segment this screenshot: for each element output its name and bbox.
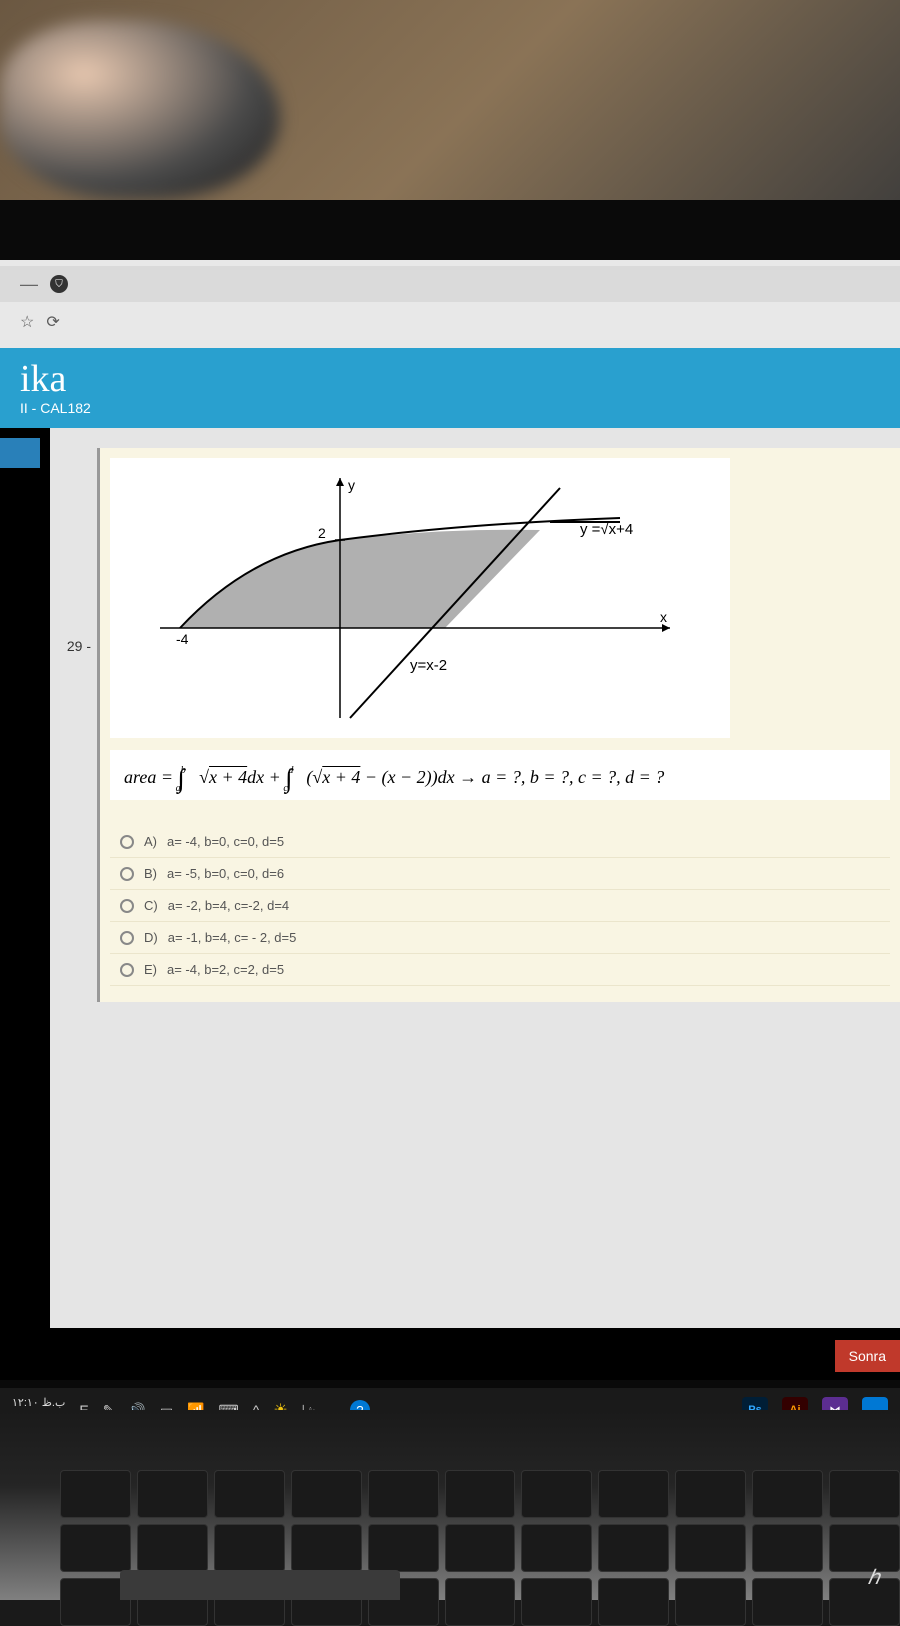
radio-icon[interactable] <box>120 963 134 977</box>
question-number: 29 - <box>50 448 100 1002</box>
option-text: a= -5, b=0, c=0, d=6 <box>167 866 284 881</box>
y-axis-label: y <box>348 477 355 493</box>
radio-icon[interactable] <box>120 835 134 849</box>
course-subtitle: II - CAL182 <box>20 400 880 416</box>
option-c[interactable]: C) a= -2, b=4, c=-2, d=4 <box>110 890 890 922</box>
laptop-brand: ℎ <box>867 1565 880 1590</box>
radio-icon[interactable] <box>120 931 134 945</box>
option-key: D) <box>144 930 158 945</box>
option-key: B) <box>144 866 157 881</box>
question-graph: y x 2 -4 y =√x+4 y=x-2 <box>110 458 730 738</box>
site-logo: ika <box>20 360 880 398</box>
bookmark-star-icon[interactable]: ☆ <box>20 312 34 332</box>
main-content: 29 - <box>50 428 900 1328</box>
option-d[interactable]: D) a= -1, b=4, c= - 2, d=5 <box>110 922 890 954</box>
laptop-keyboard: ℎ <box>0 1410 900 1600</box>
address-bar-row: ☆ ⟳ <box>0 302 900 342</box>
time-text: ب.ظ ۱۲:۱۰ <box>12 1396 65 1410</box>
site-header: ika II - CAL182 <box>0 348 900 428</box>
sidebar <box>0 428 50 1328</box>
refresh-icon[interactable]: ⟳ <box>46 312 59 332</box>
option-a[interactable]: A) a= -4, b=0, c=0, d=5 <box>110 826 890 858</box>
option-key: C) <box>144 898 158 913</box>
browser-chrome: — ⛉ ☆ ⟳ <box>0 260 900 348</box>
touchpad <box>120 1570 400 1600</box>
x-axis-label: x <box>660 609 667 625</box>
option-text: a= -2, b=4, c=-2, d=4 <box>168 898 289 913</box>
radio-icon[interactable] <box>120 867 134 881</box>
option-text: a= -4, b=0, c=0, d=5 <box>167 834 284 849</box>
line-label: y=x-2 <box>410 657 447 674</box>
question-block: 29 - <box>50 448 900 1002</box>
tab-shield-icon[interactable]: ⛉ <box>50 275 68 293</box>
x-tick-neg4: -4 <box>176 631 189 647</box>
area-formula: area = ∫ba √x + 4dx + ∫dc (√x + 4 − (x −… <box>110 750 890 800</box>
curve-label: y =√x+4 <box>580 521 633 538</box>
sidebar-active-indicator[interactable] <box>0 438 40 468</box>
answer-options: A) a= -4, b=0, c=0, d=5 B) a= -5, b=0, c… <box>110 820 890 992</box>
option-e[interactable]: E) a= -4, b=2, c=2, d=5 <box>110 954 890 986</box>
option-b[interactable]: B) a= -5, b=0, c=0, d=6 <box>110 858 890 890</box>
minimize-icon[interactable]: — <box>20 274 38 295</box>
browser-tabs: — ⛉ <box>0 266 900 302</box>
next-button[interactable]: Sonra <box>835 1340 900 1372</box>
y-tick-2: 2 <box>318 525 326 541</box>
option-text: a= -4, b=2, c=2, d=5 <box>167 962 284 977</box>
option-text: a= -1, b=4, c= - 2, d=5 <box>168 930 297 945</box>
option-key: A) <box>144 834 157 849</box>
option-key: E) <box>144 962 157 977</box>
radio-icon[interactable] <box>120 899 134 913</box>
content-area: 29 - <box>0 428 900 1328</box>
